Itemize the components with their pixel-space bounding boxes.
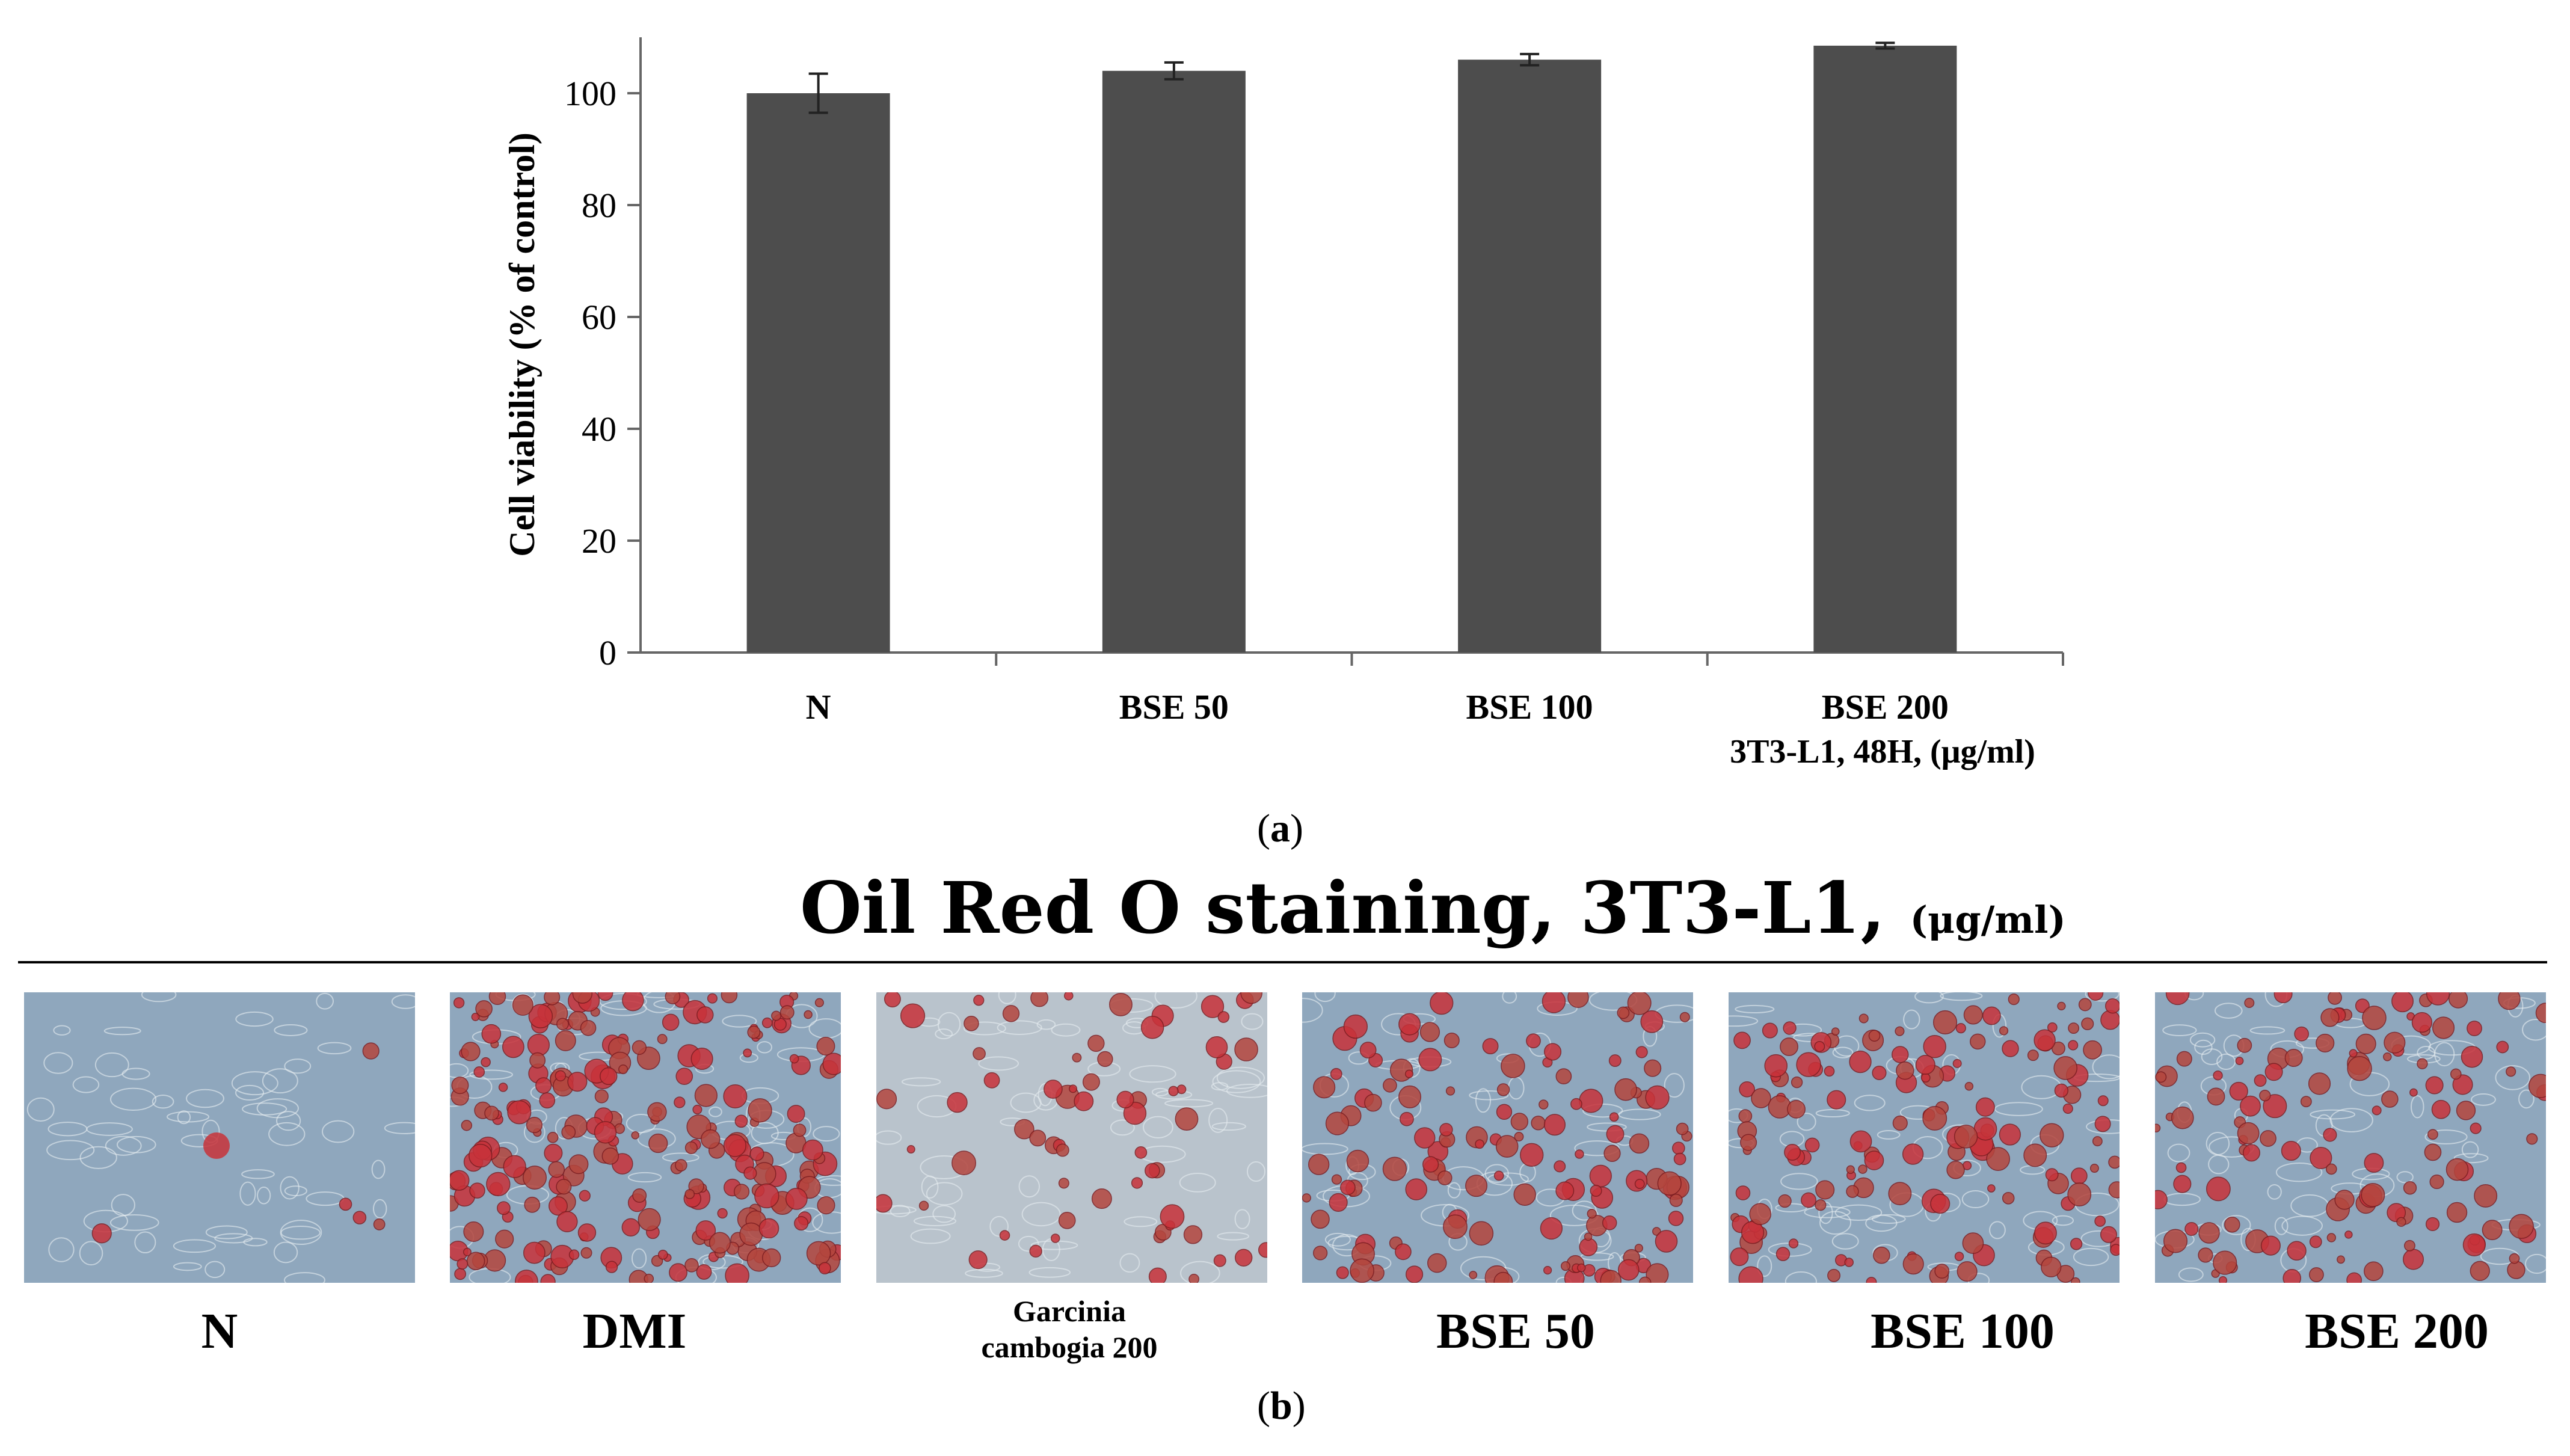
- x-tick-label: N: [806, 687, 831, 726]
- panel-label: BSE 100: [1871, 1303, 2055, 1359]
- panel-label: DMI: [582, 1303, 687, 1359]
- x-tick-label: BSE 200: [1822, 687, 1949, 726]
- micrograph-bse-50: [1302, 992, 1693, 1283]
- y-tick-label: 40: [582, 410, 616, 449]
- x-axis-label: 3T3-L1, 48H, (μg/ml): [1730, 733, 2035, 770]
- panel-label: BSE 200: [2305, 1303, 2489, 1359]
- x-tick-label: BSE 100: [1466, 687, 1593, 726]
- micrograph-n: [24, 992, 415, 1283]
- micrograph-garcinia-cambogia-200: [876, 992, 1267, 1283]
- y-tick-label: 60: [582, 298, 616, 337]
- panel-label: N: [201, 1303, 238, 1359]
- bar-n: [746, 93, 890, 653]
- error-bar: [1520, 52, 1540, 67]
- micrograph-dmi: [450, 992, 841, 1283]
- x-tick-label: BSE 50: [1119, 687, 1229, 726]
- staining-title: Oil Red O staining, 3T3-L1, (μg/ml): [800, 866, 2066, 950]
- micrograph-bse-200: [2155, 992, 2546, 1283]
- error-bar: [808, 72, 828, 114]
- caption-a: (a): [1257, 806, 1303, 850]
- error-bar: [1875, 41, 1895, 50]
- y-tick-label: 100: [564, 74, 616, 113]
- staining-units: (μg/ml): [1910, 898, 2066, 942]
- panel-label: Garcinia cambogia 200: [981, 1294, 1158, 1364]
- panel-label: BSE 50: [1436, 1303, 1595, 1359]
- bar-chart: 0 20 40 60 80 100 N BSE 50 BSE 100 BSE 200 Cell …: [502, 37, 2064, 770]
- y-tick-label: 80: [582, 186, 616, 225]
- error-bar: [1164, 61, 1184, 81]
- bar-bse-50: [1102, 70, 1246, 653]
- bar-bse-200: [1813, 45, 1957, 653]
- y-tick-label: 0: [599, 633, 616, 672]
- caption-b: (b): [1257, 1384, 1306, 1428]
- bar-bse-100: [1458, 60, 1602, 653]
- micrograph-bse-100: [1729, 992, 2120, 1283]
- y-tick-label: 20: [582, 521, 616, 561]
- divider: [18, 961, 2547, 963]
- y-axis-label: Cell viability (% of control): [502, 132, 542, 556]
